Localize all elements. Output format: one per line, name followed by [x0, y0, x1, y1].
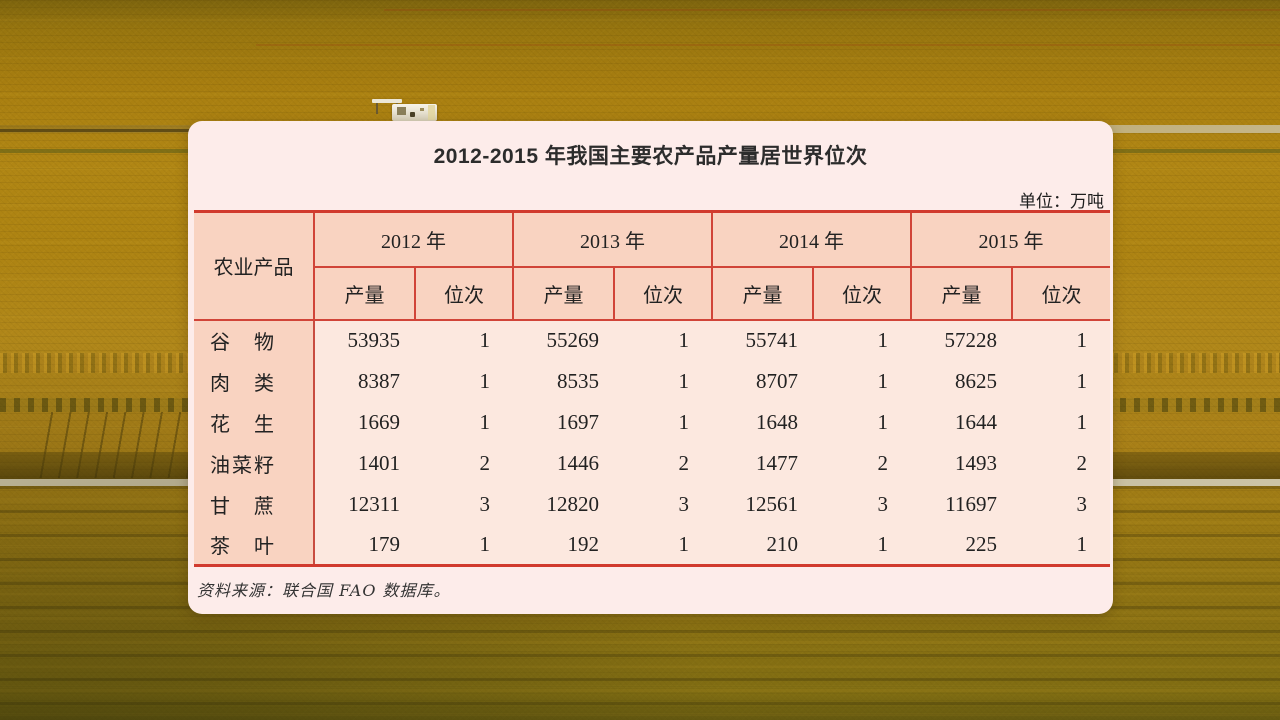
- production-cell: 8535: [513, 360, 614, 402]
- rank-cell: 1: [614, 401, 712, 443]
- product-name-cell: 谷物: [194, 319, 315, 361]
- bottom-shade: [0, 694, 1280, 720]
- production-cell: 1669: [314, 401, 415, 443]
- product-name: 花生: [210, 413, 274, 436]
- harvester-cab: [397, 107, 406, 115]
- production-cell: 12820: [513, 483, 614, 525]
- page-title: 2012-2015 年我国主要农产品产量居世界位次: [433, 145, 868, 168]
- production-cell: 8707: [712, 360, 813, 402]
- product-name: 甘蔗: [210, 495, 274, 518]
- product-column-header: 农业产品: [194, 211, 315, 321]
- product-name: 谷物: [210, 332, 274, 354]
- product-name: 油菜籽: [210, 454, 274, 477]
- product-name: 肉类: [210, 372, 274, 395]
- rank-cell: 1: [1012, 360, 1110, 402]
- table-row: 甘蔗 12311 3 12820 3 12561 3 11697 3: [194, 483, 1110, 525]
- rank-cell: 1: [1012, 319, 1110, 361]
- rank-header: 位次: [1011, 266, 1110, 321]
- rank-header: 位次: [613, 266, 713, 321]
- year-header-2014: 2014 年: [711, 211, 912, 268]
- production-cell: 57228: [911, 319, 1012, 361]
- table-panel: 2012-2015 年我国主要农产品产量居世界位次 单位：万吨 农业产品 201…: [188, 121, 1113, 614]
- rank-cell: 2: [415, 442, 513, 484]
- production-cell: 55741: [712, 319, 813, 361]
- production-cell: 1401: [314, 442, 415, 484]
- rank-header: 位次: [414, 266, 514, 321]
- metric-header-row: 产量 位次 产量 位次 产量 位次 产量 位次: [194, 266, 1110, 321]
- table-row: 花生 1669 1 1697 1 1648 1 1644 1: [194, 401, 1110, 443]
- table-row: 肉类 8387 1 8535 1 8707 1 8625 1: [194, 360, 1110, 402]
- year-header-2015: 2015 年: [910, 211, 1110, 268]
- production-header: 产量: [314, 266, 416, 321]
- rank-cell: 3: [813, 483, 911, 525]
- harvester-pole: [376, 103, 378, 114]
- table-row: 谷物 53935 1 55269 1 55741 1 57228 1: [194, 319, 1110, 361]
- year-header-row: 农业产品 2012 年 2013 年 2014 年 2015 年: [194, 211, 1110, 321]
- production-cell: 1446: [513, 442, 614, 484]
- rank-cell: 3: [415, 483, 513, 525]
- rank-cell: 1: [813, 524, 911, 566]
- product-name: 茶叶: [210, 535, 274, 558]
- field-seam-line-top: [384, 9, 1280, 11]
- rank-cell: 3: [1012, 483, 1110, 525]
- production-cell: 1648: [712, 401, 813, 443]
- source-note: 资料来源：联合国 FAO 数据库。: [197, 581, 451, 600]
- rank-cell: 2: [813, 442, 911, 484]
- production-cell: 1477: [712, 442, 813, 484]
- field-seam-line-upper: [256, 44, 1280, 46]
- rank-cell: 1: [415, 360, 513, 402]
- harvester-image: [370, 94, 440, 122]
- product-name-cell: 肉类: [194, 360, 315, 402]
- rank-cell: 1: [415, 319, 513, 361]
- rank-cell: 2: [614, 442, 712, 484]
- rank-cell: 1: [1012, 524, 1110, 566]
- production-header: 产量: [910, 266, 1013, 321]
- production-cell: 1493: [911, 442, 1012, 484]
- harvester-detail: [428, 105, 435, 120]
- rank-cell: 1: [415, 524, 513, 566]
- rank-cell: 1: [813, 401, 911, 443]
- rank-cell: 2: [1012, 442, 1110, 484]
- production-cell: 11697: [911, 483, 1012, 525]
- rank-cell: 1: [415, 401, 513, 443]
- rank-cell: 1: [813, 319, 911, 361]
- product-name-cell: 油菜籽: [194, 442, 315, 484]
- production-cell: 12561: [712, 483, 813, 525]
- production-cell: 192: [513, 524, 614, 566]
- production-cell: 225: [911, 524, 1012, 566]
- year-header-2012: 2012 年: [313, 211, 514, 268]
- table-row: 茶叶 179 1 192 1 210 1 225 1: [194, 524, 1110, 566]
- production-cell: 12311: [314, 483, 415, 525]
- rank-cell: 1: [813, 360, 911, 402]
- product-name-cell: 茶叶: [194, 524, 315, 566]
- rank-cell: 1: [614, 524, 712, 566]
- harvester-detail: [420, 108, 424, 111]
- table-row: 油菜籽 1401 2 1446 2 1477 2 1493 2: [194, 442, 1110, 484]
- production-cell: 53935: [314, 319, 415, 361]
- production-cell: 8387: [314, 360, 415, 402]
- product-name-cell: 甘蔗: [194, 483, 315, 525]
- production-header: 产量: [711, 266, 814, 321]
- rank-cell: 1: [614, 360, 712, 402]
- production-cell: 8625: [911, 360, 1012, 402]
- rank-header: 位次: [812, 266, 912, 321]
- production-cell: 1697: [513, 401, 614, 443]
- harvester-canopy: [372, 99, 402, 103]
- production-cell: 179: [314, 524, 415, 566]
- harvester-detail: [410, 112, 415, 117]
- product-name-cell: 花生: [194, 401, 315, 443]
- rank-cell: 1: [1012, 401, 1110, 443]
- production-rank-table: 农业产品 2012 年 2013 年 2014 年 2015 年 产量 位次 产…: [194, 210, 1110, 567]
- production-cell: 210: [712, 524, 813, 566]
- rank-cell: 1: [614, 319, 712, 361]
- year-header-2013: 2013 年: [512, 211, 713, 268]
- rank-cell: 3: [614, 483, 712, 525]
- production-cell: 55269: [513, 319, 614, 361]
- unit-label: 单位：万吨: [1019, 192, 1104, 211]
- production-cell: 1644: [911, 401, 1012, 443]
- production-header: 产量: [512, 266, 615, 321]
